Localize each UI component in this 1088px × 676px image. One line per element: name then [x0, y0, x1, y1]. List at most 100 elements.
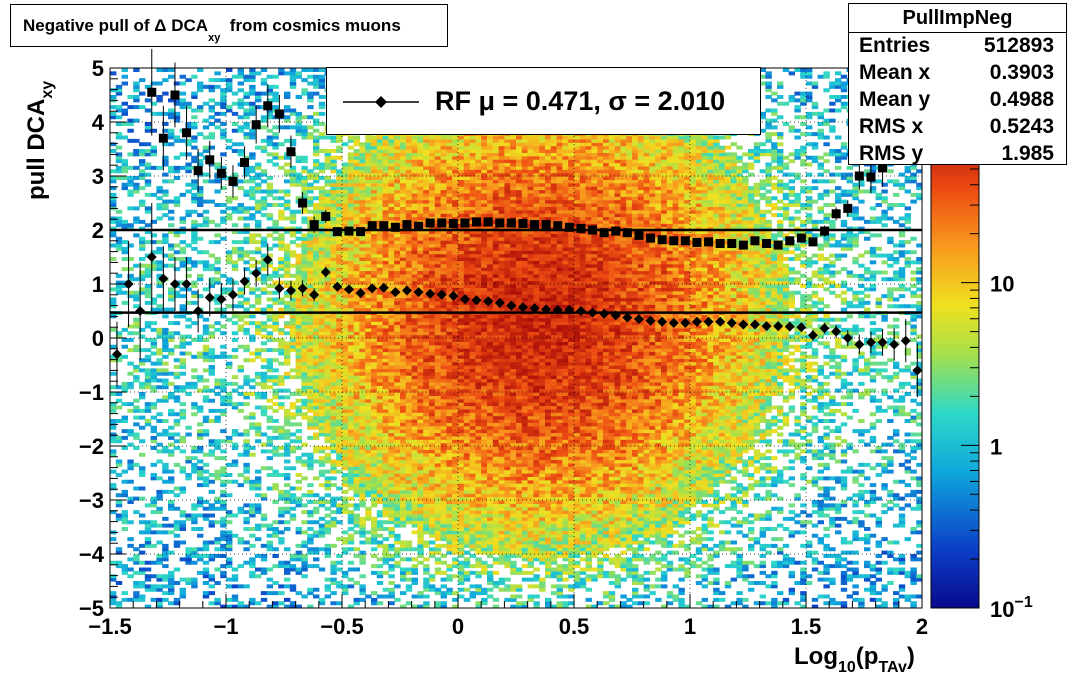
heatmap-cell	[353, 469, 360, 474]
heatmap-cell	[115, 503, 123, 508]
heatmap-cell	[400, 182, 407, 187]
heatmap-cell	[359, 341, 366, 346]
heatmap-cell	[202, 500, 210, 504]
heatmap-cell	[330, 435, 337, 440]
heatmap-cell	[371, 142, 378, 147]
heatmap-cell	[336, 365, 343, 369]
heatmap-cell	[359, 452, 366, 457]
heatmap-cell	[371, 314, 378, 319]
heatmap-cell	[382, 415, 389, 420]
heatmap-cell	[371, 419, 378, 423]
heatmap-cell	[347, 462, 355, 467]
heatmap-cell	[347, 341, 355, 346]
heatmap-cell	[260, 287, 268, 292]
heatmap-cell	[191, 412, 198, 417]
heatmap-cell	[423, 476, 430, 481]
heatmap-cell	[382, 257, 389, 261]
heatmap-cell	[115, 243, 123, 248]
heatmap-cell	[423, 257, 430, 261]
heatmap-cell	[156, 304, 163, 309]
heatmap-cell	[162, 547, 169, 552]
heatmap-cell	[243, 604, 250, 608]
heatmap-cell	[208, 419, 215, 423]
heatmap-cell	[359, 209, 366, 214]
heatmap-cell	[226, 530, 233, 535]
heatmap-cell	[133, 422, 140, 427]
heatmap-cell	[179, 260, 186, 265]
heatmap-cell	[295, 473, 302, 477]
heatmap-cell	[226, 462, 233, 467]
heatmap-cell	[272, 300, 279, 305]
heatmap-cell	[359, 213, 366, 218]
heatmap-cell	[365, 260, 372, 265]
heatmap-cell	[324, 348, 331, 353]
heatmap-cell	[185, 101, 192, 106]
heatmap-cell	[231, 223, 239, 228]
heatmap-cell	[388, 574, 395, 579]
heatmap-cell	[313, 165, 320, 170]
heatmap-cell	[144, 142, 152, 147]
heatmap-cell	[342, 246, 349, 251]
heatmap-cell	[318, 226, 326, 231]
heatmap-cell	[342, 223, 349, 228]
heatmap-cell	[231, 230, 239, 234]
heatmap-cell	[115, 392, 123, 396]
heatmap-cell	[185, 169, 192, 174]
heatmap-cell	[347, 560, 355, 565]
heatmap-cell	[324, 398, 331, 403]
heatmap-cell	[289, 263, 297, 268]
heatmap-cell	[371, 570, 378, 575]
heatmap-cell	[388, 412, 395, 417]
heatmap-cell	[307, 172, 314, 177]
heatmap-cell	[359, 439, 366, 444]
heatmap-cell	[284, 496, 291, 501]
heatmap-cell	[220, 314, 227, 319]
heatmap-cell	[359, 388, 366, 393]
heatmap-cell	[307, 257, 314, 261]
heatmap-cell	[185, 213, 192, 218]
heatmap-cell	[324, 287, 331, 292]
heatmap-cell	[121, 165, 128, 170]
heatmap-cell	[255, 375, 262, 380]
heatmap-cell	[359, 392, 366, 396]
heatmap-cell	[144, 385, 152, 390]
heatmap-cell	[318, 294, 326, 299]
heatmap-cell	[289, 314, 297, 319]
heatmap-cell	[214, 165, 221, 170]
heatmap-cell	[324, 179, 331, 184]
heatmap-cell	[139, 78, 146, 83]
heatmap-cell	[376, 429, 384, 434]
heatmap-cell	[365, 290, 372, 295]
heatmap-cell	[359, 469, 366, 474]
heatmap-cell	[429, 452, 436, 457]
heatmap-cell	[394, 520, 401, 525]
heatmap-cell	[295, 543, 302, 548]
heatmap-cell	[301, 554, 308, 558]
heatmap-cell	[237, 365, 244, 369]
heatmap-cell	[168, 338, 175, 342]
heatmap-cell	[272, 152, 279, 157]
heatmap-cell	[202, 149, 210, 153]
heatmap-cell	[313, 533, 320, 538]
heatmap-cell	[371, 354, 378, 359]
heatmap-cell	[197, 533, 204, 538]
heatmap-cell	[365, 344, 372, 349]
heatmap-cell	[423, 250, 430, 255]
heatmap-cell	[318, 304, 326, 309]
heatmap-cell	[144, 206, 152, 211]
heatmap-cell	[388, 145, 395, 150]
heatmap-cell	[347, 172, 355, 177]
heatmap-cell	[423, 280, 430, 285]
heatmap-cell	[417, 412, 424, 417]
heatmap-cell	[388, 439, 395, 444]
heatmap-cell	[115, 601, 123, 606]
heatmap-cell	[139, 486, 146, 491]
heatmap-cell	[115, 547, 123, 552]
heatmap-cell	[365, 270, 372, 275]
heatmap-cell	[324, 378, 331, 383]
heatmap-cell	[411, 473, 418, 477]
heatmap-cell	[336, 419, 343, 423]
heatmap-cell	[376, 489, 384, 494]
heatmap-cell	[191, 260, 198, 265]
heatmap-cell	[307, 135, 314, 140]
